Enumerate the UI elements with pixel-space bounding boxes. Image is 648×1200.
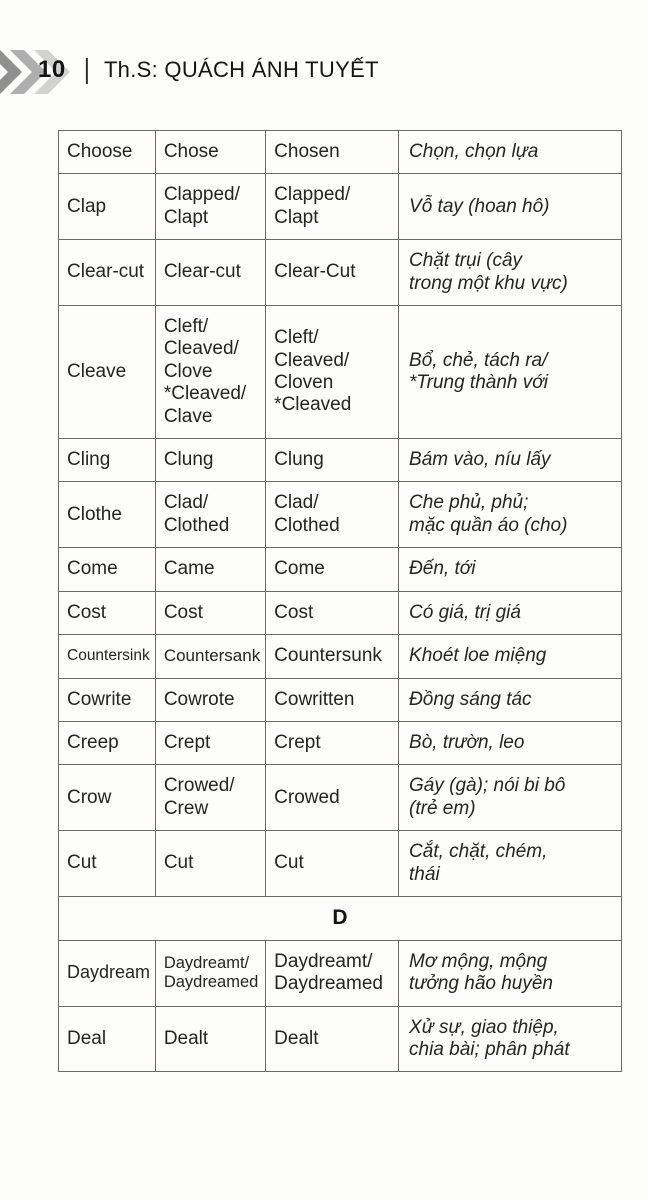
cell-participle: Clapped/ Clapt xyxy=(265,173,400,241)
irregular-verbs-table: Choose Chose Chosen Chọn, chọn lựa Clap Clapp… xyxy=(58,129,622,1073)
cell-meaning: Mơ mộng, mộng tưởng hão huyền xyxy=(398,939,622,1007)
cell-participle: Chosen xyxy=(265,129,400,175)
cell-meaning: Che phủ, phủ; mặc quần áo (cho) xyxy=(398,481,622,549)
cell-base: Deal xyxy=(58,1005,156,1073)
verb-row: Countersink Countersank Countersunk Khoét l… xyxy=(58,634,622,679)
cell-past: Clung xyxy=(154,438,267,483)
verb-row: Choose Chose Chosen Chọn, chọn lựa xyxy=(58,129,622,175)
cell-past: Crowed/ Crew xyxy=(154,764,267,832)
verb-row: Clear-cut Clear-cut Clear-Cut Chặt trụi (câ… xyxy=(58,239,622,307)
cell-base: Cost xyxy=(58,590,156,636)
cell-participle: Countersunk xyxy=(265,634,400,679)
cell-participle: Daydreamt/ Daydreamed xyxy=(265,939,400,1007)
cell-base: Clear-cut xyxy=(58,239,156,307)
verb-row: Come Came Come Đến, tới xyxy=(58,547,622,592)
verb-table-body: Choose Chose Chosen Chọn, chọn lựa Clap Clapp… xyxy=(58,129,622,1073)
verb-row: Deal Dealt Dealt Xử sự, giao thiệp, chia bà… xyxy=(58,1005,622,1073)
cell-meaning: Bám vào, níu lấy xyxy=(398,438,622,483)
cell-meaning: Bò, trườn, leo xyxy=(398,720,622,766)
chevron-decoration-icon xyxy=(0,50,70,94)
cell-past: Clear-cut xyxy=(154,239,267,307)
verb-row: Cowrite Cowrote Cowritten Đồng sáng tác xyxy=(58,677,622,722)
cell-meaning: Chặt trụi (cây trong một khu vực) xyxy=(398,239,622,307)
cell-past: Chose xyxy=(154,129,267,175)
cell-base: Crow xyxy=(58,764,156,832)
cell-participle: Cost xyxy=(265,590,400,636)
cell-past: Crept xyxy=(154,720,267,766)
cell-base: Countersink xyxy=(58,634,156,679)
cell-participle: Crept xyxy=(265,720,400,766)
cell-meaning: Đồng sáng tác xyxy=(398,677,622,722)
verb-row: Clap Clapped/ Clapt Clapped/ Clapt Vỗ tay (… xyxy=(58,173,622,241)
cell-base: Cowrite xyxy=(58,677,156,722)
header-text: 10 | Th.S: QUÁCH ÁNH TUYẾT xyxy=(38,53,379,85)
cell-past: Countersank xyxy=(154,634,267,679)
cell-base: Come xyxy=(58,547,156,592)
verb-row: Cost Cost Cost Có giá, trị giá xyxy=(58,590,622,636)
cell-participle: Clung xyxy=(265,438,400,483)
cell-base: Cleave xyxy=(58,305,156,440)
verb-row: Cut Cut Cut Cắt, chặt, chém, thái xyxy=(58,830,622,897)
cell-meaning: Bổ, chẻ, tách ra/ *Trung thành với xyxy=(398,305,622,440)
verb-row: Cleave Cleft/ Cleaved/ Clove *Cleaved/ Cl… xyxy=(58,305,622,440)
author-title: Th.S: QUÁCH ÁNH TUYẾT xyxy=(103,57,379,82)
cell-past: Cut xyxy=(154,830,267,897)
cell-meaning: Vỗ tay (hoan hô) xyxy=(398,173,622,241)
verb-row: Clothe Clad/ Clothed Clad/ Clothed Che phủ,… xyxy=(58,481,622,549)
cell-past: Dealt xyxy=(154,1005,267,1073)
cell-base: Choose xyxy=(58,129,156,175)
header-separator: | xyxy=(83,53,90,85)
cell-base: Clap xyxy=(58,173,156,241)
cell-participle: Clear-Cut xyxy=(265,239,400,307)
page-header: 10 | Th.S: QUÁCH ÁNH TUYẾT xyxy=(0,48,648,96)
cell-participle: Crowed xyxy=(265,764,400,832)
cell-meaning: Đến, tới xyxy=(398,547,622,592)
cell-participle: Cut xyxy=(265,830,400,897)
cell-base: Cling xyxy=(58,438,156,483)
cell-meaning: Chọn, chọn lựa xyxy=(398,129,622,175)
verb-row: Cling Clung Clung Bám vào, níu lấy xyxy=(58,438,622,483)
cell-meaning: Cắt, chặt, chém, thái xyxy=(398,830,622,897)
section-row: D xyxy=(58,895,622,941)
cell-past: Daydreamt/ Daydreamed xyxy=(154,939,267,1007)
cell-past: Cost xyxy=(154,590,267,636)
cell-participle: Cowritten xyxy=(265,677,400,722)
section-letter: D xyxy=(58,895,622,941)
cell-base: Cut xyxy=(58,830,156,897)
verb-row: Crow Crowed/ Crew Crowed Gáy (gà); nói bi b… xyxy=(58,764,622,832)
cell-meaning: Có giá, trị giá xyxy=(398,590,622,636)
cell-participle: Clad/ Clothed xyxy=(265,481,400,549)
cell-past: Cowrote xyxy=(154,677,267,722)
cell-meaning: Gáy (gà); nói bi bô (trẻ em) xyxy=(398,764,622,832)
page-number: 10 xyxy=(38,56,66,83)
cell-participle: Cleft/ Cleaved/ Cloven *Cleaved xyxy=(265,305,400,440)
verb-row: Daydream Daydreamt/ Daydreamed Daydreamt/ … xyxy=(58,939,622,1007)
cell-participle: Dealt xyxy=(265,1005,400,1073)
cell-meaning: Khoét loe miệng xyxy=(398,634,622,679)
cell-past: Came xyxy=(154,547,267,592)
cell-base: Daydream xyxy=(58,939,156,1007)
cell-participle: Come xyxy=(265,547,400,592)
cell-past: Clapped/ Clapt xyxy=(154,173,267,241)
cell-base: Creep xyxy=(58,720,156,766)
cell-base: Clothe xyxy=(58,481,156,549)
cell-meaning: Xử sự, giao thiệp, chia bài; phân phát xyxy=(398,1005,622,1073)
verb-row: Creep Crept Crept Bò, trườn, leo xyxy=(58,720,622,766)
cell-past: Clad/ Clothed xyxy=(154,481,267,549)
cell-past: Cleft/ Cleaved/ Clove *Cleaved/ Clave xyxy=(154,305,267,440)
